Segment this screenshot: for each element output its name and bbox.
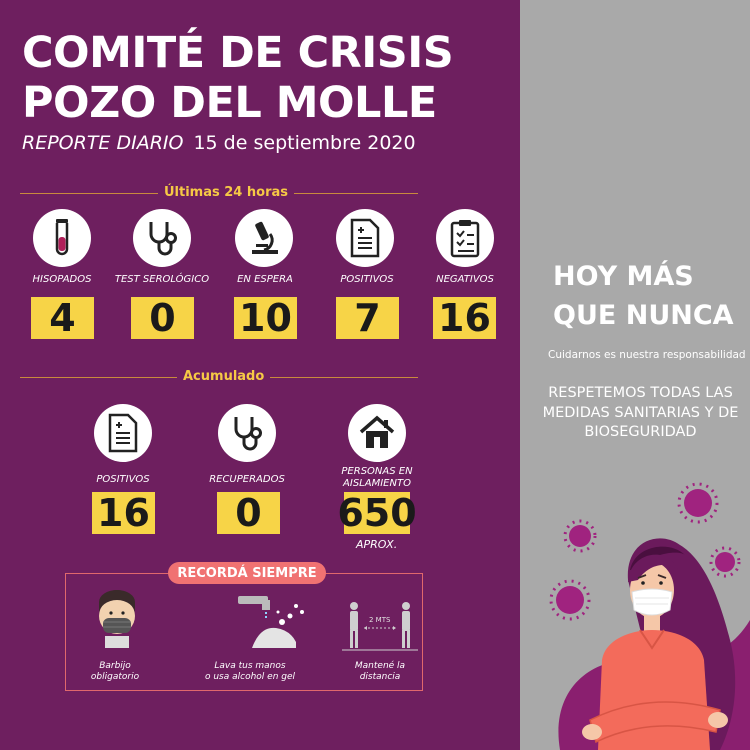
virus-icon <box>549 482 741 621</box>
stat-label-positivos: POSITIVOS <box>340 274 394 285</box>
title-line-2: POZO DEL MOLLE <box>22 78 437 128</box>
stethoscope-icon <box>218 404 276 462</box>
stat-label-en-espera: EN ESPERA <box>237 274 293 285</box>
stethoscope-icon <box>133 209 191 267</box>
side-tagline: Cuidarnos es nuestra responsabilidad <box>548 349 746 361</box>
stat-value-hisopados: 4 <box>31 296 94 340</box>
remember-badge: RECORDÁ SIEMPRE <box>168 562 326 584</box>
stat-value-negativos: 16 <box>433 296 496 340</box>
stat-value-cum-positivos: 16 <box>92 491 155 535</box>
tip-label-hand-wash-line1: Lava tus manos <box>214 661 286 671</box>
clipboard-icon <box>436 209 494 267</box>
tip-label-mask-line1: Barbijo <box>99 661 131 671</box>
report-date: 15 de septiembre 2020 <box>193 132 416 154</box>
stat-label-cum-positivos: POSITIVOS <box>96 474 150 485</box>
distance-icon <box>340 598 420 658</box>
stat-label-aislamiento-line1: PERSONAS EN <box>341 466 413 477</box>
document-icon <box>94 404 152 462</box>
side-headline-line2: QUE NUNCA <box>553 300 734 331</box>
stat-value-en-espera: 10 <box>234 296 297 340</box>
section-label-cumulative: Acumulado <box>177 369 271 384</box>
mask-icon <box>92 590 142 652</box>
side-message: RESPETEMOS TODAS LAS MEDIDAS SANITARIAS … <box>542 385 739 441</box>
tip-label-mask-line2: obligatorio <box>90 672 140 683</box>
house-icon <box>348 404 406 462</box>
stat-label-negativos: NEGATIVOS <box>436 274 494 285</box>
stat-value-positivos: 7 <box>336 296 399 340</box>
stat-label-aislamiento-line2: AISLAMIENTO <box>343 478 411 489</box>
stat-value-aislamiento: 650 <box>337 491 417 535</box>
stat-value-test-serologico: 0 <box>131 296 194 340</box>
report-label: REPORTE DIARIO <box>22 132 184 154</box>
tip-label-mask: Barbijo obligatorio <box>80 661 150 684</box>
masked-person-illustration <box>520 470 750 750</box>
side-headline-line1: HOY MÁS <box>553 261 694 292</box>
tip-label-distance: Mantené la distancia <box>340 661 420 684</box>
tip-label-hand-wash: Lava tus manos o usa alcohol en gel <box>195 661 305 684</box>
report-subtitle: REPORTE DIARIO 15 de septiembre 2020 <box>22 132 416 154</box>
microscope-icon <box>235 209 293 267</box>
title-line-1: COMITÉ DE CRISIS <box>22 28 454 78</box>
hand-wash-icon <box>232 590 312 654</box>
stat-note-aprox: APROX. <box>356 538 398 551</box>
stat-label-recuperados: RECUPERADOS <box>209 474 285 485</box>
stat-value-recuperados: 0 <box>217 491 280 535</box>
stat-label-hisopados: HISOPADOS <box>32 274 92 285</box>
tip-label-hand-wash-line2: o usa alcohol en gel <box>204 672 296 683</box>
tip-label-distance-line1: Mantené la <box>354 661 406 671</box>
tip-label-distance-line2: distancia <box>359 672 401 683</box>
stat-label-test-serologico: TEST SEROLÓGICO <box>114 274 210 285</box>
test-tube-icon <box>33 209 91 267</box>
stat-label-aislamiento: PERSONAS EN AISLAMIENTO <box>333 466 421 490</box>
section-label-last24: Últimas 24 horas <box>158 185 294 200</box>
distance-text: 2 MTS <box>369 616 391 624</box>
document-icon <box>336 209 394 267</box>
